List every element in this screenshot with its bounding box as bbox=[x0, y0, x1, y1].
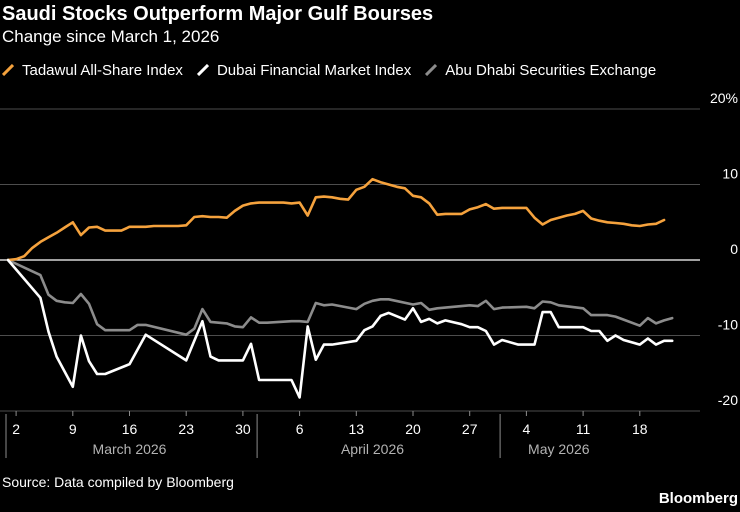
legend-label-tadawul: Tadawul All-Share Index bbox=[22, 61, 183, 79]
month-label: May 2026 bbox=[528, 441, 590, 457]
legend-swatch-abu-dhabi bbox=[425, 64, 438, 76]
y-tick-label: -20 bbox=[718, 392, 738, 408]
legend-label-dubai: Dubai Financial Market Index bbox=[216, 61, 412, 79]
chart-area: 20% 10 0 -10 -20 2 9 16 23 30 6 13 20 27 4 11 18 March 20… bbox=[0, 90, 738, 458]
x-tick-label: 4 bbox=[523, 421, 531, 437]
x-tick-label: 27 bbox=[462, 421, 478, 437]
x-tick-label: 18 bbox=[632, 421, 648, 437]
month-label: April 2026 bbox=[341, 441, 404, 457]
month-label: March 2026 bbox=[93, 441, 167, 457]
source-note: Source: Data compiled by Bloomberg bbox=[2, 474, 234, 490]
y-tick-label: -10 bbox=[718, 317, 738, 333]
x-tick-label: 16 bbox=[122, 421, 138, 437]
x-tick-label: 30 bbox=[235, 421, 251, 437]
legend-item-dubai: Dubai Financial Market Index bbox=[196, 61, 412, 79]
series-line-dubai bbox=[6, 258, 674, 399]
x-tick-label: 23 bbox=[178, 421, 194, 437]
chart-title: Saudi Stocks Outperform Major Gulf Bours… bbox=[2, 3, 434, 25]
x-tick-label: 9 bbox=[69, 421, 77, 437]
y-tick-label: 10 bbox=[722, 166, 738, 182]
x-tick-label: 13 bbox=[349, 421, 365, 437]
x-tick-label: 20 bbox=[405, 421, 421, 437]
series-line-abu-dhabi bbox=[6, 258, 674, 337]
legend-item-tadawul: Tadawul All-Share Index bbox=[2, 62, 183, 79]
legend-swatch-tadawul bbox=[2, 64, 14, 76]
chart-legend: Tadawul All-Share Index Dubai Financial … bbox=[2, 60, 670, 80]
series-line-tadawul bbox=[6, 177, 666, 262]
legend-label-abu-dhabi: Abu Dhabi Securities Exchange bbox=[445, 61, 657, 79]
x-tick-label: 2 bbox=[12, 421, 20, 437]
bloomberg-logo: Bloomberg bbox=[658, 490, 738, 507]
y-tick-label: 0 bbox=[730, 241, 738, 257]
x-tick-label: 6 bbox=[296, 421, 304, 437]
y-tick-label: 20% bbox=[710, 90, 738, 106]
line-chart: 20% 10 0 -10 -20 2 9 16 23 30 6 13 20 27 4 11 18 March 20… bbox=[0, 90, 738, 458]
x-tick-label: 11 bbox=[576, 421, 591, 437]
chart-subtitle: Change since March 1, 2026 bbox=[2, 27, 220, 46]
legend-item-abu-dhabi: Abu Dhabi Securities Exchange bbox=[425, 62, 656, 79]
legend-swatch-dubai bbox=[196, 64, 209, 76]
